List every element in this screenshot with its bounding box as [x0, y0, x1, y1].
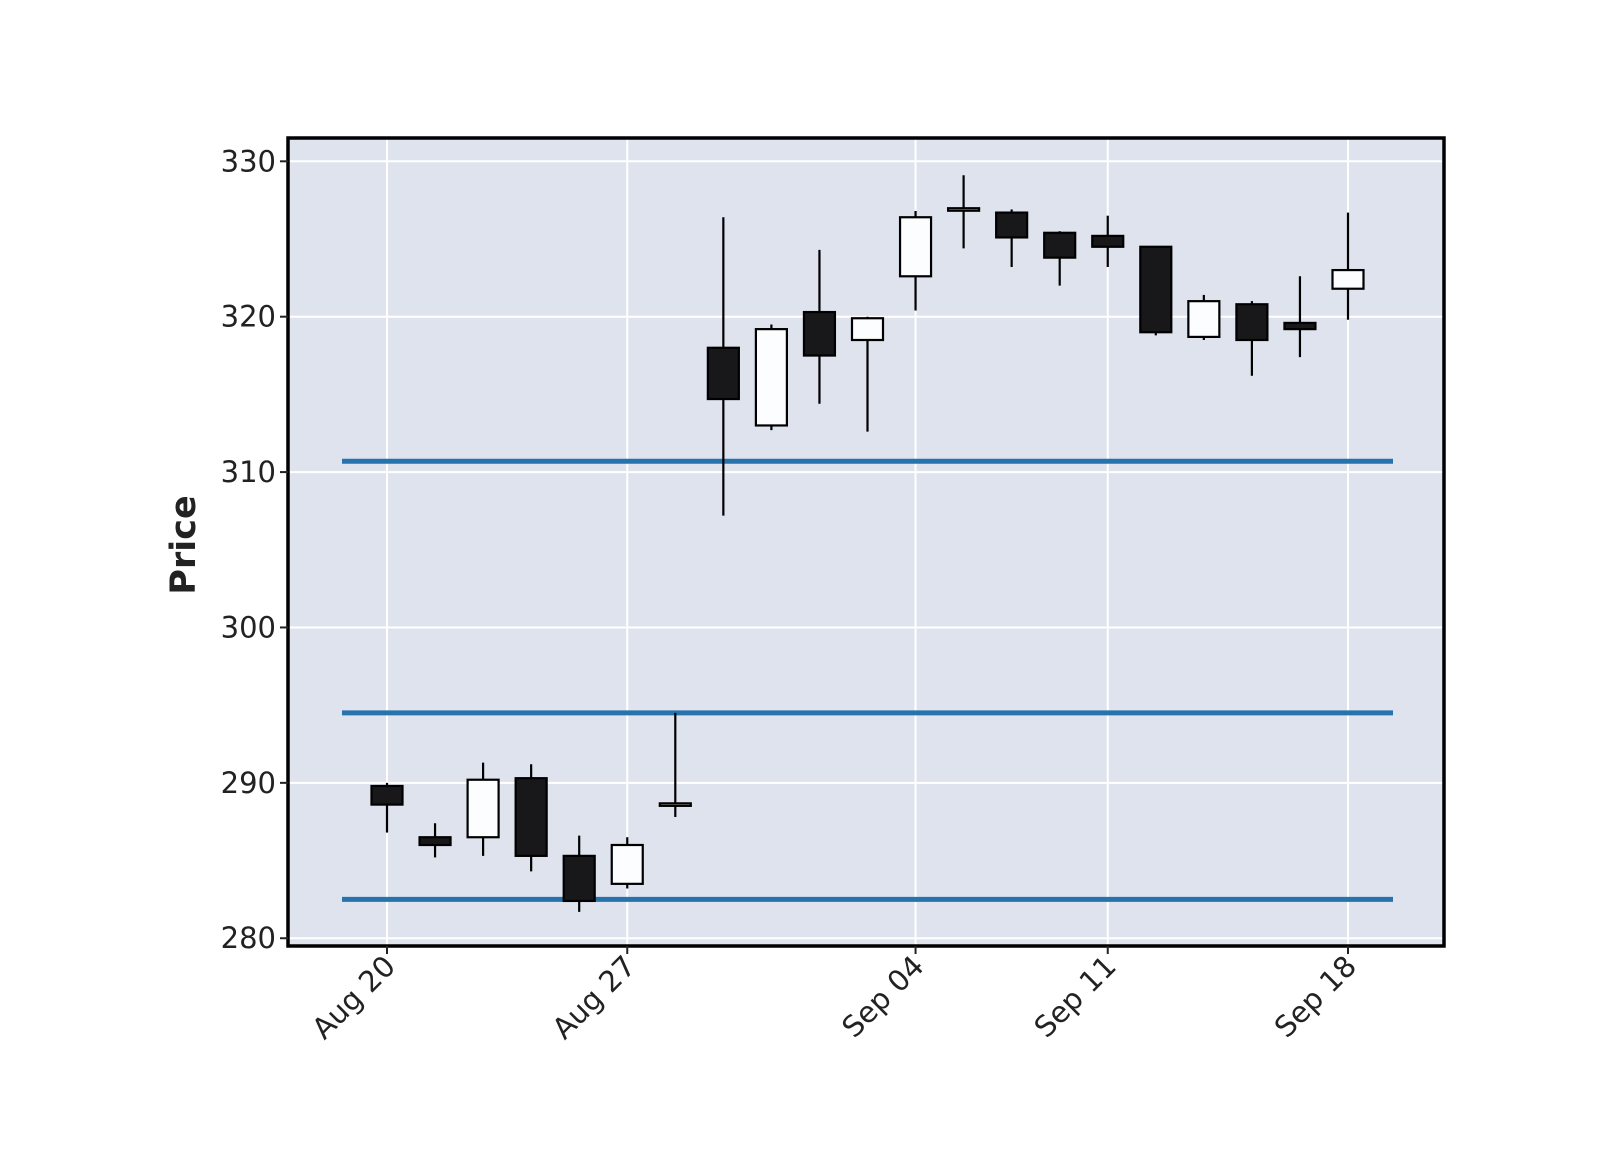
candle	[1283, 276, 1317, 358]
x-axis-ticks: Aug 20 Aug 27 Sep 04 Sep 11 Sep 18	[305, 946, 1363, 1046]
plot-background	[288, 138, 1444, 946]
y-tick-label: 320	[221, 300, 276, 334]
candle-body	[802, 310, 837, 357]
candle	[1331, 212, 1365, 320]
candle-body	[706, 346, 740, 401]
candle-body	[466, 778, 500, 839]
candle-body	[1091, 234, 1125, 248]
candle	[850, 316, 885, 432]
horizontal-lines	[342, 458, 1393, 902]
candle	[995, 209, 1029, 267]
x-tick-label: Sep 04	[835, 949, 930, 1044]
y-tick-label: 310	[221, 455, 276, 489]
y-tick-label: 290	[221, 766, 276, 800]
candle-body	[370, 784, 404, 806]
x-tick-label: Aug 27	[546, 949, 643, 1046]
candle	[802, 249, 837, 404]
candle	[898, 211, 933, 311]
candle	[1187, 294, 1221, 340]
candle	[1139, 245, 1173, 336]
y-axis-ticks: 280 290 300 310 320 330	[221, 144, 288, 955]
candle	[562, 835, 596, 912]
candle-body	[1235, 303, 1269, 342]
candle-body	[1283, 321, 1317, 331]
x-tick-label: Sep 18	[1268, 949, 1363, 1044]
y-tick-label: 300	[221, 610, 276, 644]
candle-body	[754, 328, 789, 427]
candle	[754, 324, 789, 431]
y-tick-label: 330	[221, 144, 276, 178]
candle	[658, 712, 692, 818]
candle-body	[514, 777, 548, 857]
candle-body	[658, 802, 692, 807]
y-axis-label: Price	[164, 495, 204, 594]
candle	[418, 823, 452, 858]
candle-body	[562, 854, 596, 903]
candle-body	[1187, 300, 1221, 338]
candle-body	[898, 216, 933, 278]
candle	[466, 762, 500, 856]
candles	[370, 175, 1365, 912]
x-tick-label: Aug 20	[305, 949, 402, 1046]
candle	[610, 837, 644, 889]
candle-body	[418, 836, 452, 847]
candle-body	[1331, 268, 1365, 290]
candle	[946, 175, 981, 249]
candle-body	[610, 843, 644, 885]
x-tick-label: Sep 11	[1027, 949, 1122, 1044]
candle-body	[1043, 231, 1077, 259]
candle	[1043, 231, 1077, 286]
candle-body	[1139, 245, 1173, 334]
candle-body	[850, 317, 885, 342]
candle	[706, 217, 740, 516]
y-tick-label: 280	[221, 921, 276, 955]
candle	[370, 782, 404, 833]
candle	[1091, 215, 1125, 267]
plot-frame	[286, 136, 1446, 948]
candle	[514, 764, 548, 872]
candle	[1235, 301, 1269, 376]
candle-body	[946, 207, 981, 212]
candle-body	[995, 211, 1029, 239]
